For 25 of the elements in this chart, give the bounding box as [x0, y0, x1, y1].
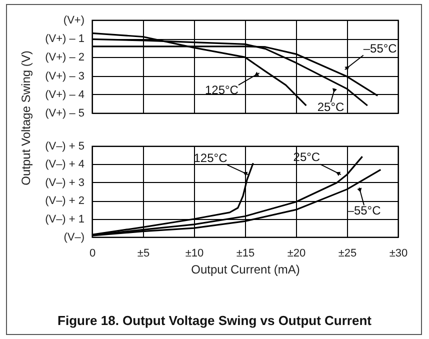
y-tick-label: (V–)	[64, 232, 84, 244]
annotation: –55°C	[363, 41, 398, 56]
y-tick-label: (V+) – 1	[45, 33, 84, 46]
annotation: 25°C	[317, 100, 344, 114]
y-tick-label: (V+) – 2	[45, 52, 84, 64]
x-tick-label: ±25	[338, 248, 357, 260]
x-axis-title: Output Current (mA)	[191, 262, 300, 276]
x-tick-label: ±5	[137, 248, 150, 260]
text: Figure 18. Output Voltage Swing vs Output Current	[56, 313, 372, 328]
y-tick-label: (V–) + 2	[45, 195, 84, 208]
y-tick-label: (V–) + 5	[45, 140, 84, 152]
y-tick-label: (V+)	[63, 14, 84, 26]
x-tick-label: ±30	[389, 248, 408, 260]
x-tick-label: ±15	[236, 248, 255, 260]
y-tick-label: (V–) + 3	[45, 176, 84, 189]
x-tick-label: ±10	[185, 248, 204, 260]
y-tick-label: (V+) – 3	[45, 70, 84, 82]
y-tick-label: (V–) + 1	[45, 213, 84, 226]
y-tick-label: (V+) – 5	[45, 108, 84, 120]
y-axis-title: Output Voltage Swing (V)	[19, 50, 33, 186]
annotation: 125°C	[204, 83, 239, 98]
x-tick-label: 0	[89, 248, 96, 260]
y-tick-label: (V+) – 4	[45, 88, 84, 101]
x-tick-label: ±20	[287, 248, 306, 260]
y-tick-label: (V–) + 4	[45, 158, 84, 171]
